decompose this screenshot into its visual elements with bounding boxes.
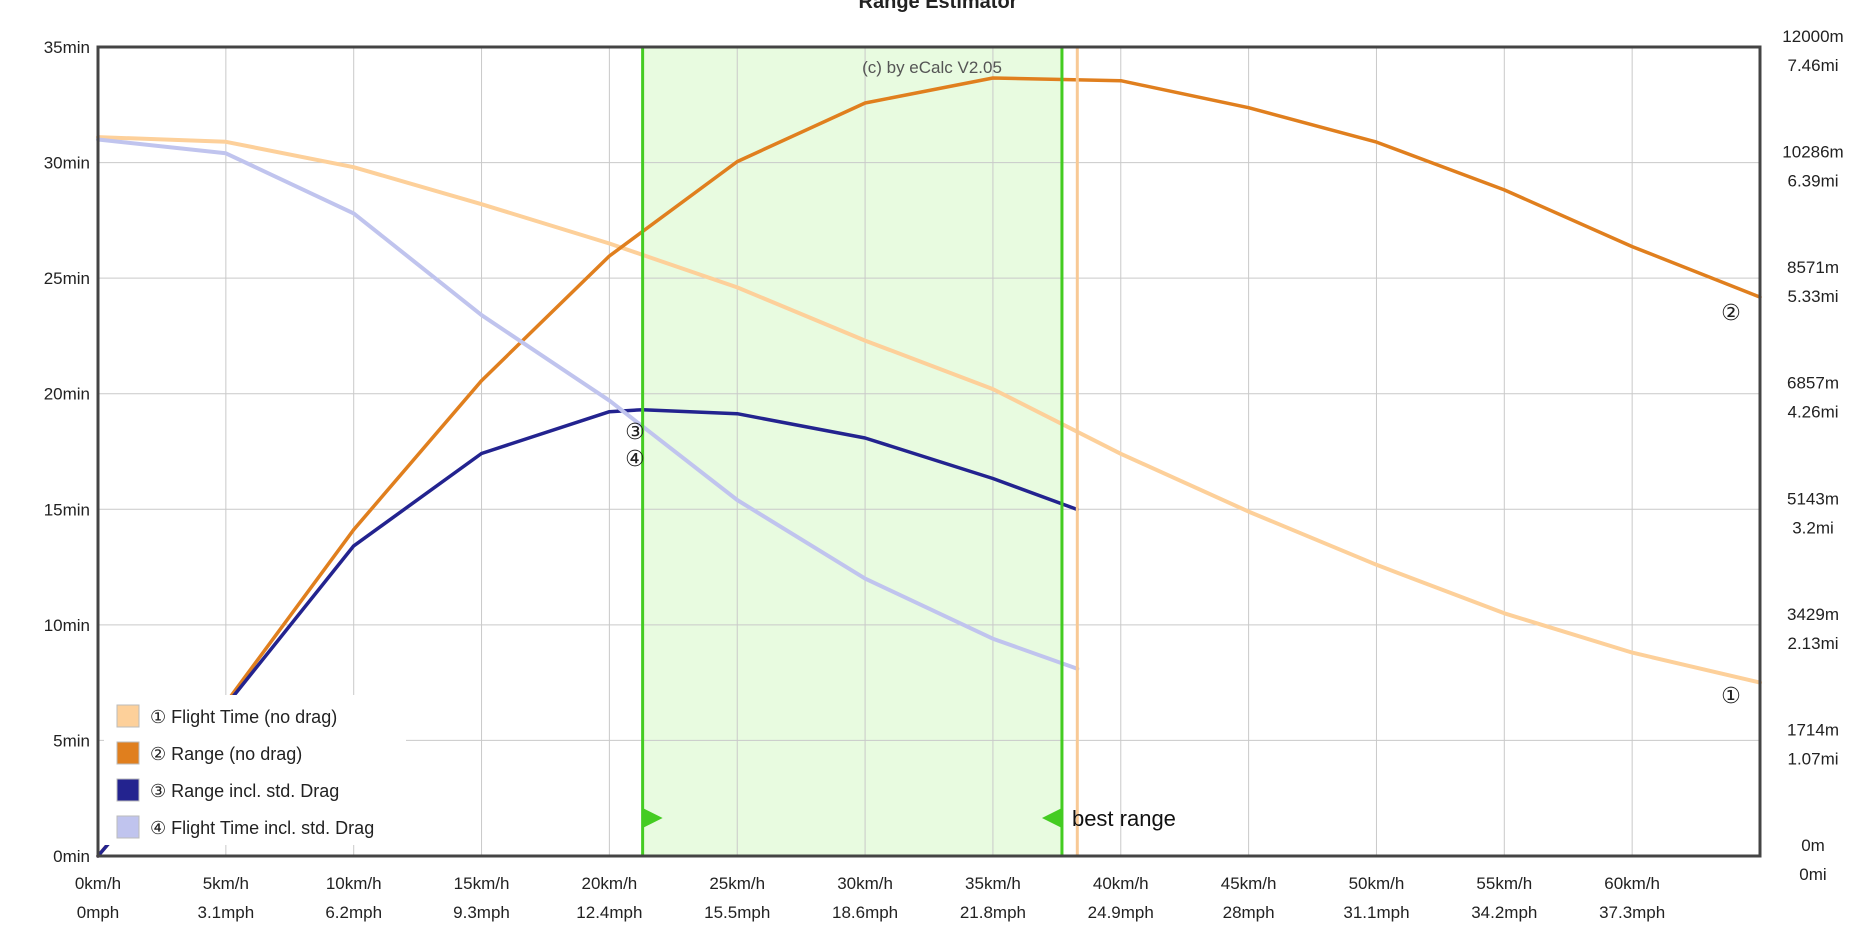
legend-swatch <box>116 704 140 728</box>
x-tick-label-kmh: 35km/h <box>965 874 1021 893</box>
y-left-tick-label: 20min <box>44 385 90 404</box>
series-marker-4: ④ <box>625 446 645 471</box>
y-right-tick-label-m: 10286m <box>1782 143 1843 162</box>
y-right-tick-label-m: 8571m <box>1787 258 1839 277</box>
best-range-start-arrow <box>642 808 663 828</box>
y-right-tick-label-mi: 6.39mi <box>1787 172 1838 191</box>
y-right-tick-label-mi: 4.26mi <box>1787 403 1838 422</box>
x-tick-label-kmh: 60km/h <box>1604 874 1660 893</box>
x-tick-label-kmh: 45km/h <box>1221 874 1277 893</box>
y-right-tick-label-m: 3429m <box>1787 605 1839 624</box>
y-right-tick-label-m: 6857m <box>1787 374 1839 393</box>
series-line-1 <box>96 135 1762 685</box>
x-tick-label-kmh: 5km/h <box>203 874 249 893</box>
x-tick-label-mph: 6.2mph <box>325 903 382 922</box>
y-right-tick-label-mi: 1.07mi <box>1787 749 1838 768</box>
x-tick-label-mph: 24.9mph <box>1088 903 1154 922</box>
y-right-tick-label-mi: 5.33mi <box>1787 287 1838 306</box>
y-right-tick-label-mi: 2.13mi <box>1787 634 1838 653</box>
x-tick-label-kmh: 15km/h <box>454 874 510 893</box>
y-left-tick-label: 25min <box>44 269 90 288</box>
x-tick-label-mph: 15.5mph <box>704 903 770 922</box>
legend-entry-label: ① Flight Time (no drag) <box>150 707 337 727</box>
x-tick-label-kmh: 25km/h <box>709 874 765 893</box>
best-range-label: best range <box>1072 806 1176 831</box>
y-right-tick-label-m: 0m <box>1801 836 1825 855</box>
x-tick-label-mph: 12.4mph <box>576 903 642 922</box>
x-tick-label-kmh: 30km/h <box>837 874 893 893</box>
y-left-tick-label: 0min <box>53 847 90 866</box>
x-tick-label-mph: 34.2mph <box>1471 903 1537 922</box>
x-tick-label-mph: 28mph <box>1223 903 1275 922</box>
y-left-tick-label: 35min <box>44 38 90 57</box>
y-left-tick-label: 5min <box>53 731 90 750</box>
x-tick-label-mph: 21.8mph <box>960 903 1026 922</box>
x-tick-label-mph: 31.1mph <box>1343 903 1409 922</box>
series-marker-1: ① <box>1721 683 1741 708</box>
y-left-tick-label: 30min <box>44 154 90 173</box>
y-right-tick-label-mi: 7.46mi <box>1787 56 1838 75</box>
x-tick-label-kmh: 40km/h <box>1093 874 1149 893</box>
legend-entry-label: ④ Flight Time incl. std. Drag <box>150 818 374 838</box>
y-left-tick-label: 10min <box>44 616 90 635</box>
series-marker-3: ③ <box>625 419 645 444</box>
x-tick-label-mph: 18.6mph <box>832 903 898 922</box>
best-range-end-arrow <box>1041 808 1062 828</box>
x-tick-label-kmh: 0km/h <box>75 874 121 893</box>
x-tick-label-mph: 37.3mph <box>1599 903 1665 922</box>
y-right-tick-label-m: 5143m <box>1787 489 1839 508</box>
x-tick-label-kmh: 55km/h <box>1476 874 1532 893</box>
y-left-tick-label: 15min <box>44 500 90 519</box>
y-right-tick-label-m: 1714m <box>1787 720 1839 739</box>
y-right-tick-label-mi: 0mi <box>1799 865 1826 884</box>
plot-frame <box>96 45 1762 858</box>
y-right-tick-label-mi: 3.2mi <box>1792 518 1834 537</box>
x-tick-label-kmh: 50km/h <box>1349 874 1405 893</box>
x-tick-label-kmh: 10km/h <box>326 874 382 893</box>
x-tick-label-mph: 0mph <box>77 903 120 922</box>
watermark-text: (c) by eCalc V2.05 <box>862 58 1002 77</box>
series-line-4 <box>96 137 1080 671</box>
legend-swatch <box>116 778 140 802</box>
series-line-2 <box>96 76 1762 858</box>
series-line-3 <box>96 407 1080 858</box>
x-tick-label-kmh: 20km/h <box>582 874 638 893</box>
x-tick-label-mph: 3.1mph <box>197 903 254 922</box>
legend-swatch <box>116 741 140 765</box>
legend-entry-label: ② Range (no drag) <box>150 744 302 764</box>
x-tick-label-mph: 9.3mph <box>453 903 510 922</box>
legend-entry-label: ③ Range incl. std. Drag <box>150 781 339 801</box>
legend-background <box>104 695 406 845</box>
y-right-tick-label-m: 12000m <box>1782 27 1843 46</box>
legend-swatch <box>116 815 140 839</box>
best-range-band <box>642 47 1062 856</box>
chart-title: Range Estimator <box>859 0 1018 13</box>
series-marker-2: ② <box>1721 300 1741 325</box>
